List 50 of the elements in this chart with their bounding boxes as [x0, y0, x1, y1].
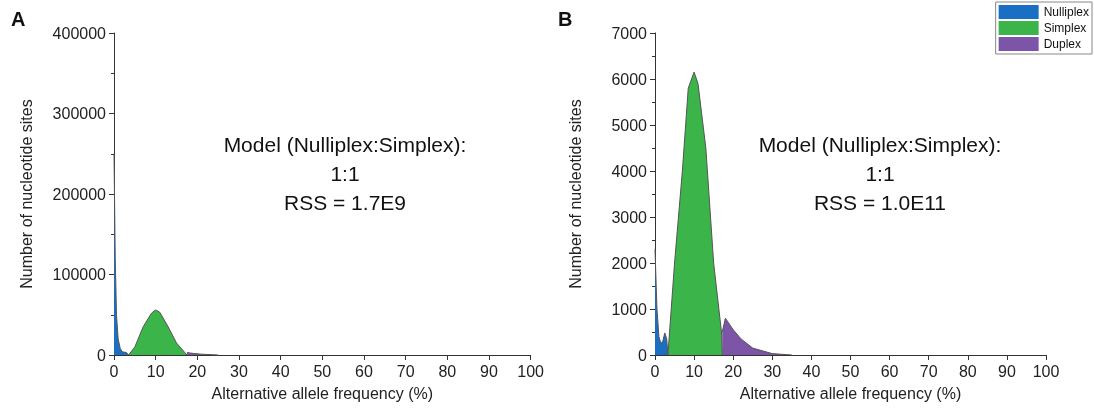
x-tick-label: 90: [998, 362, 1016, 380]
y-tick-label: 300000: [52, 105, 107, 122]
x-tick-label: 70: [396, 362, 415, 380]
y-axis-title: Number of nucleotide sites: [17, 99, 35, 289]
x-tick-label: 20: [188, 362, 207, 380]
y-tick-label: 200000: [52, 185, 107, 203]
y-tick-label: 100000: [52, 266, 107, 283]
annotation: 1:1: [330, 162, 360, 185]
legend-label: Duplex: [1043, 37, 1082, 51]
x-tick-label: 40: [271, 362, 290, 380]
y-tick-label: 1000: [611, 300, 648, 318]
y-tick-label: 400000: [52, 24, 107, 42]
annotation: Model (Nulliplex:Simplex):: [758, 133, 1002, 156]
x-tick-label: 80: [438, 362, 457, 380]
x-tick-label: 90: [480, 362, 498, 380]
x-tick-label: 50: [313, 362, 332, 380]
x-tick-label: 30: [230, 362, 248, 380]
x-axis-title: Alternative allele frequency (%): [739, 384, 962, 402]
x-tick-label: 100: [517, 362, 545, 380]
x-tick-label: 60: [880, 362, 899, 380]
y-tick-label: 5000: [611, 116, 648, 134]
y-tick-label: 7000: [611, 24, 648, 42]
x-tick-label: 100: [1032, 362, 1060, 380]
x-tick-label: 20: [724, 362, 743, 380]
x-tick-label: 10: [146, 362, 165, 380]
x-tick-label: 50: [841, 362, 860, 380]
x-tick-label: 70: [919, 362, 938, 380]
legend-label: Nulliplex: [1043, 5, 1090, 19]
annotation: RSS = 1.7E9: [284, 191, 406, 214]
x-tick-label: 60: [355, 362, 373, 380]
annotation: 1:1: [865, 162, 895, 185]
x-tick-label: 0: [650, 362, 660, 380]
x-tick-label: 30: [763, 362, 782, 380]
y-tick-label: 6000: [611, 70, 648, 88]
x-tick-label: 80: [958, 362, 977, 380]
y-tick-label: 2000: [611, 254, 648, 272]
chart-title: B: [558, 8, 573, 30]
annotation: RSS = 1.0E11: [813, 191, 947, 214]
x-tick-label: 10: [685, 362, 704, 380]
x-tick-label: 40: [802, 362, 821, 380]
x-tick-label: 0: [109, 362, 119, 380]
x-axis-title: Alternative allele frequency (%): [211, 384, 434, 402]
annotation: Model (Nulliplex:Simplex):: [223, 133, 467, 156]
y-tick-label: 0: [97, 346, 107, 364]
legend-label: Simplex: [1043, 21, 1087, 35]
chart-title: A: [11, 8, 26, 30]
y-tick-label: 4000: [611, 162, 648, 180]
y-axis-title: Number of nucleotide sites: [566, 99, 584, 289]
y-tick-label: 3000: [611, 208, 648, 226]
y-tick-label: 0: [638, 346, 648, 364]
